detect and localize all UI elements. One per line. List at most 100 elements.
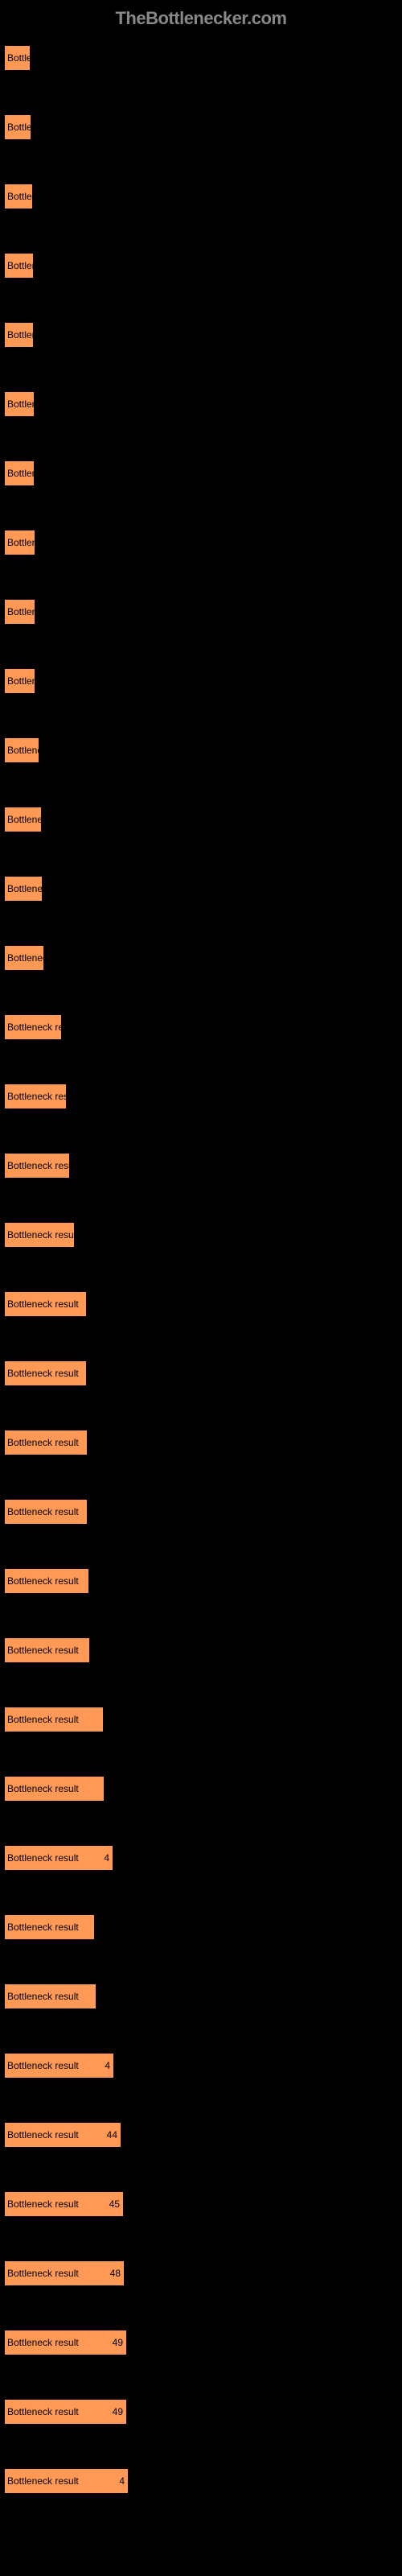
bar: Bottleneck result bbox=[4, 114, 31, 140]
bar-value: 4 bbox=[104, 1852, 109, 1864]
bar: Bottleneck result bbox=[4, 1499, 88, 1525]
bar-label: Bottleneck result bbox=[5, 1091, 67, 1102]
bar-row: Bottleneck result bbox=[4, 807, 398, 832]
bar-row: Bottleneck result bbox=[4, 391, 398, 417]
bar-row: Bottleneck result bbox=[4, 1430, 398, 1455]
bar-value: 49 bbox=[113, 2406, 123, 2417]
bar-row: Bottleneck result bbox=[4, 114, 398, 140]
bar-label: Bottleneck result bbox=[5, 814, 42, 825]
bar-row: Bottleneck result4 bbox=[4, 1845, 398, 1871]
bar: Bottleneck result4 bbox=[4, 1845, 113, 1871]
bar-value: 44 bbox=[107, 2129, 117, 2140]
bar-row: Bottleneck result bbox=[4, 1637, 398, 1663]
bar-label: Bottleneck result bbox=[5, 2406, 79, 2417]
bar-row: Bottleneck result bbox=[4, 460, 398, 486]
bar-value: 45 bbox=[109, 2198, 120, 2210]
bar-row: Bottleneck result bbox=[4, 1568, 398, 1594]
bar: Bottleneck result bbox=[4, 807, 42, 832]
bar: Bottleneck result bbox=[4, 45, 31, 71]
bar-row: Bottleneck result bbox=[4, 1707, 398, 1732]
bar-label: Bottleneck result bbox=[5, 260, 34, 271]
bar: Bottleneck result bbox=[4, 737, 39, 763]
bar-label: Bottleneck result bbox=[5, 329, 34, 341]
bar: Bottleneck result bbox=[4, 1707, 104, 1732]
bar: Bottleneck result 48 bbox=[4, 2260, 125, 2286]
bar-row: Bottleneck result bbox=[4, 45, 398, 71]
bar-row: Bottleneck result 4 bbox=[4, 2468, 398, 2494]
bar-value: 4 bbox=[119, 2475, 125, 2487]
bar-label: Bottleneck result bbox=[5, 606, 35, 617]
bar-label: Bottleneck result bbox=[5, 1645, 79, 1656]
bar-row: Bottleneck result bbox=[4, 184, 398, 209]
bar-label: Bottleneck result bbox=[5, 191, 33, 202]
bar: Bottleneck result bbox=[4, 1084, 67, 1109]
bar: Bottleneck result 44 bbox=[4, 2122, 121, 2148]
bar-row: Bottleneck result bbox=[4, 1914, 398, 1940]
bottleneck-chart: Bottleneck resultBottleneck resultBottle… bbox=[0, 45, 402, 2494]
bar-label: Bottleneck result bbox=[5, 52, 31, 64]
bar-row: Bottleneck result 45 bbox=[4, 2191, 398, 2217]
bar-value: 49 bbox=[113, 2337, 123, 2348]
bar-row: Bottleneck result 44 bbox=[4, 2122, 398, 2148]
bar: Bottleneck result bbox=[4, 460, 35, 486]
bar-label: Bottleneck result bbox=[5, 1991, 79, 2002]
bar-row: Bottleneck result4 bbox=[4, 2053, 398, 2079]
bar-label: Bottleneck result bbox=[5, 1506, 79, 1517]
bar-row: Bottleneck result bbox=[4, 668, 398, 694]
bar-label: Bottleneck result bbox=[5, 1368, 79, 1379]
bar-label: Bottleneck result bbox=[5, 745, 39, 756]
bar-label: Bottleneck result bbox=[5, 1160, 70, 1171]
bar: Bottleneck result bbox=[4, 945, 44, 971]
bar: Bottleneck result4 bbox=[4, 2053, 114, 2079]
bar-label: Bottleneck result bbox=[5, 952, 44, 964]
bar-row: Bottleneck result bbox=[4, 1291, 398, 1317]
bar-row: Bottleneck result bbox=[4, 1153, 398, 1179]
bar-label: Bottleneck result bbox=[5, 1229, 75, 1241]
site-header: TheBottlenecker.com bbox=[0, 8, 402, 29]
bar-label: Bottleneck result bbox=[5, 1437, 79, 1448]
bar-label: Bottleneck result bbox=[5, 398, 35, 410]
bar: Bottleneck result bbox=[4, 1914, 95, 1940]
bar-value: 48 bbox=[110, 2268, 121, 2279]
bar: Bottleneck result 49 bbox=[4, 2330, 127, 2355]
bar-row: Bottleneck result 49 bbox=[4, 2330, 398, 2355]
bar-row: Bottleneck result bbox=[4, 737, 398, 763]
bar-row: Bottleneck result bbox=[4, 253, 398, 279]
bar-label: Bottleneck result bbox=[5, 883, 43, 894]
bar-row: Bottleneck result bbox=[4, 1984, 398, 2009]
bar: Bottleneck result bbox=[4, 1637, 90, 1663]
bar-row: Bottleneck result bbox=[4, 530, 398, 555]
bar: Bottleneck result bbox=[4, 184, 33, 209]
bar-row: Bottleneck result bbox=[4, 322, 398, 348]
bar-row: Bottleneck result bbox=[4, 1014, 398, 1040]
bar-row: Bottleneck result 49 bbox=[4, 2399, 398, 2425]
bar-row: Bottleneck result bbox=[4, 1084, 398, 1109]
bar: Bottleneck result bbox=[4, 1153, 70, 1179]
bar: Bottleneck result bbox=[4, 668, 35, 694]
bar-label: Bottleneck result bbox=[5, 1783, 79, 1794]
bar: Bottleneck result 45 bbox=[4, 2191, 124, 2217]
bar-row: Bottleneck result bbox=[4, 945, 398, 971]
bar: Bottleneck result bbox=[4, 1222, 75, 1248]
bar-label: Bottleneck result bbox=[5, 2268, 79, 2279]
bar: Bottleneck result bbox=[4, 391, 35, 417]
bar-label: Bottleneck result bbox=[5, 1298, 79, 1310]
bar-label: Bottleneck result bbox=[5, 2475, 79, 2487]
bar-label: Bottleneck result bbox=[5, 122, 31, 133]
bar-label: Bottleneck result bbox=[5, 675, 35, 687]
bar-row: Bottleneck result bbox=[4, 1222, 398, 1248]
bar-row: Bottleneck result bbox=[4, 599, 398, 625]
bar: Bottleneck result 4 bbox=[4, 2468, 129, 2494]
bar: Bottleneck result bbox=[4, 1984, 96, 2009]
bar-row: Bottleneck result bbox=[4, 1360, 398, 1386]
bar-label: Bottleneck result bbox=[5, 468, 35, 479]
bar: Bottleneck result bbox=[4, 1568, 89, 1594]
bar-label: Bottleneck result bbox=[5, 1922, 79, 1933]
bar: Bottleneck result bbox=[4, 1776, 105, 1802]
bar-label: Bottleneck result bbox=[5, 2337, 79, 2348]
bar-label: Bottleneck result bbox=[5, 2060, 79, 2071]
bar-label: Bottleneck result bbox=[5, 2129, 79, 2140]
bar: Bottleneck result bbox=[4, 876, 43, 902]
bar: Bottleneck result bbox=[4, 1360, 87, 1386]
bar-label: Bottleneck result bbox=[5, 2198, 79, 2210]
